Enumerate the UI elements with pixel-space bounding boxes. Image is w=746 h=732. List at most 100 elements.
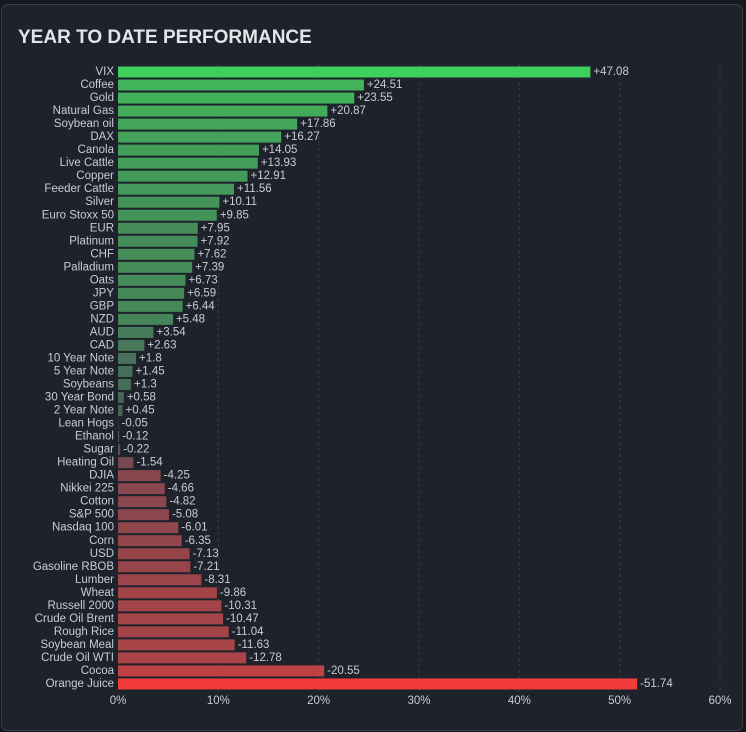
bar xyxy=(118,509,169,521)
y-tick-label: Cocoa xyxy=(81,665,115,677)
value-label: +7.95 xyxy=(201,222,230,234)
y-tick-label: Rough Rice xyxy=(54,626,114,638)
y-tick-label: Lumber xyxy=(75,574,114,586)
value-label: -0.22 xyxy=(123,444,149,456)
value-label: -10.47 xyxy=(226,613,259,625)
x-tick-label: 0% xyxy=(110,695,127,707)
value-label: +16.27 xyxy=(284,131,320,143)
x-tick-label: 30% xyxy=(407,695,430,707)
bar xyxy=(118,183,234,195)
value-label: -0.05 xyxy=(122,418,148,430)
y-tick-label: GBP xyxy=(90,300,115,312)
value-label: -4.66 xyxy=(168,483,194,495)
value-label: -20.55 xyxy=(327,665,360,677)
value-label: +5.48 xyxy=(176,313,205,325)
bar xyxy=(118,431,120,443)
value-label: -1.54 xyxy=(136,457,163,469)
bar xyxy=(118,274,186,286)
bar xyxy=(118,235,198,247)
bar xyxy=(118,483,165,495)
chart-title: YEAR TO DATE PERFORMANCE xyxy=(18,27,312,48)
bar xyxy=(118,418,119,430)
bar xyxy=(118,444,121,456)
bar xyxy=(118,118,298,130)
y-tick-label: Silver xyxy=(85,196,114,208)
bar xyxy=(118,392,124,403)
value-label: +7.62 xyxy=(197,248,226,260)
value-label: +0.58 xyxy=(127,392,156,404)
y-tick-label: USD xyxy=(90,548,114,560)
bar xyxy=(118,496,167,508)
value-label: -4.82 xyxy=(169,496,195,508)
value-label: -6.01 xyxy=(181,522,207,534)
y-tick-label: AUD xyxy=(90,326,114,338)
value-label: -8.31 xyxy=(204,574,230,586)
value-label: +6.59 xyxy=(187,287,216,299)
value-label: +9.85 xyxy=(220,209,249,221)
bar xyxy=(118,287,185,299)
y-tick-label: CHF xyxy=(90,248,114,260)
y-tick-label: Heating Oil xyxy=(57,457,114,469)
y-tick-label: JPY xyxy=(93,287,114,299)
y-tick-label: Russell 2000 xyxy=(48,600,114,612)
bar xyxy=(118,652,247,664)
y-tick-label: Oats xyxy=(90,274,115,286)
bar xyxy=(118,105,328,117)
bar xyxy=(118,561,191,573)
y-tick-label: Copper xyxy=(76,170,114,182)
value-label: +24.51 xyxy=(367,79,403,91)
y-tick-label: Soybean Meal xyxy=(40,639,114,651)
bar xyxy=(118,144,259,156)
value-label: -12.78 xyxy=(249,652,282,664)
bar xyxy=(118,222,198,234)
bar xyxy=(118,678,638,690)
value-label: -9.86 xyxy=(220,587,246,599)
y-tick-label: Ethanol xyxy=(75,431,114,443)
x-tick-label: 40% xyxy=(508,695,531,707)
bar xyxy=(118,79,364,91)
y-tick-label: Soybean oil xyxy=(54,118,114,130)
value-label: -7.21 xyxy=(193,561,219,573)
bar xyxy=(118,209,217,221)
y-tick-label: Crude Oil Brent xyxy=(35,613,115,625)
value-label: +2.63 xyxy=(147,339,176,351)
y-tick-label: CAD xyxy=(90,339,114,351)
y-tick-label: 2 Year Note xyxy=(54,405,114,417)
y-tick-label: Wheat xyxy=(81,587,115,599)
value-label: +20.87 xyxy=(330,105,366,117)
bar xyxy=(118,170,248,182)
y-tick-label: Euro Stoxx 50 xyxy=(42,209,114,221)
y-tick-label: Natural Gas xyxy=(53,105,115,117)
y-tick-label: Sugar xyxy=(83,444,114,456)
bar xyxy=(118,131,282,143)
y-tick-label: DAX xyxy=(90,131,114,143)
bar xyxy=(118,92,355,104)
y-tick-label: NZD xyxy=(90,313,114,325)
value-label: +11.56 xyxy=(237,183,272,195)
value-label: -11.04 xyxy=(232,626,264,638)
y-tick-label: Live Cattle xyxy=(60,157,114,169)
value-label: -4.25 xyxy=(164,470,190,482)
bar xyxy=(118,300,183,312)
value-label: +1.45 xyxy=(136,365,165,377)
y-tick-label: Corn xyxy=(89,535,114,547)
bar xyxy=(118,587,217,599)
bar xyxy=(118,470,161,482)
value-label: +23.55 xyxy=(357,92,393,104)
y-tick-label: Lean Hogs xyxy=(58,418,114,430)
y-tick-label: 10 Year Note xyxy=(47,352,114,364)
value-label: +7.92 xyxy=(200,235,229,247)
value-label: -5.08 xyxy=(172,509,198,521)
bar xyxy=(118,600,222,612)
value-label: -6.35 xyxy=(185,535,211,547)
y-tick-label: Orange Juice xyxy=(46,678,114,690)
bar xyxy=(118,196,220,208)
y-tick-label: Gold xyxy=(90,92,114,104)
y-tick-label: Platinum xyxy=(69,235,114,247)
value-label: +17.86 xyxy=(300,118,336,130)
y-tick-label: Nasdaq 100 xyxy=(52,522,114,534)
bar xyxy=(118,665,325,677)
bar xyxy=(118,352,137,364)
value-label: +7.39 xyxy=(195,261,224,273)
value-label: -7.13 xyxy=(193,548,219,560)
